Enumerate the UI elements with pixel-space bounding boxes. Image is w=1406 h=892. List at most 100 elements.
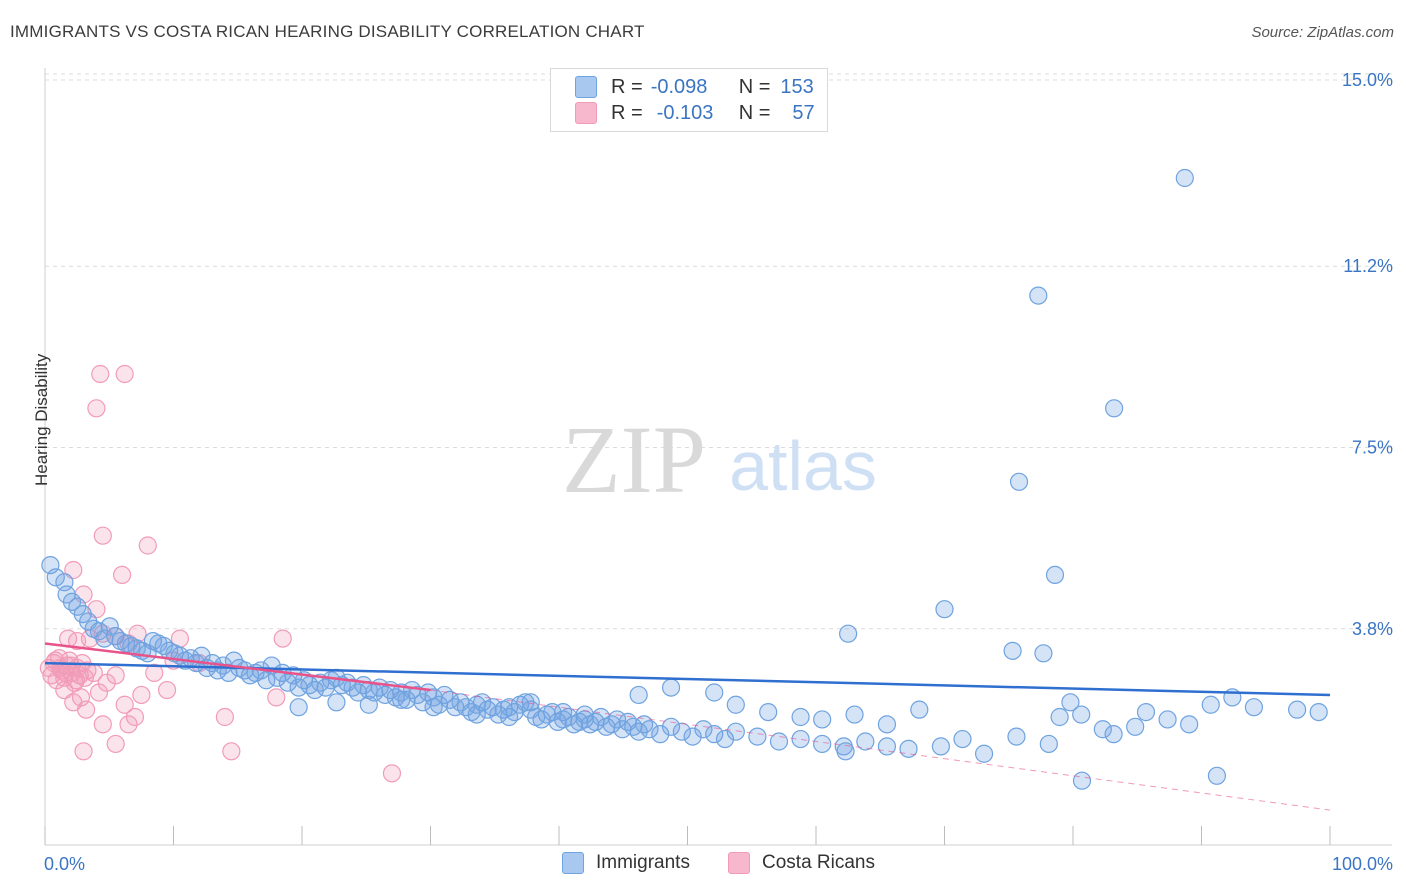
immigrants-point (634, 715, 654, 734)
immigrants-point (435, 685, 454, 705)
immigrants-point (1126, 717, 1145, 736)
immigrants-point (705, 683, 724, 702)
immigrants-point (106, 627, 125, 646)
costa-ricans-point (382, 764, 402, 783)
legend-n-value-costa-ricans: 57 (792, 101, 815, 124)
y-tick-label: 15.0% (1342, 70, 1393, 90)
legend: R = -0.098 N = 153 R = -0.103 N = 57 (550, 68, 828, 132)
immigrants-point (154, 636, 173, 656)
costa-ricans-point (145, 663, 164, 683)
costa-ricans-points (39, 364, 402, 783)
immigrants-point (715, 729, 735, 749)
immigrants-point (705, 725, 724, 744)
costa-ricans-point (132, 685, 151, 705)
immigrants-point (953, 729, 972, 749)
immigrants-point (839, 624, 858, 643)
immigrants-point (575, 705, 594, 724)
costa-ricans-point (87, 399, 106, 418)
bottom-legend: Immigrants Costa Ricans (0, 852, 1406, 878)
immigrants-point (100, 617, 119, 636)
bottom-legend-costa-ricans: Costa Ricans (728, 852, 875, 874)
x-tick-label-max: 100.0% (1332, 854, 1393, 874)
costa-ricans-point (125, 707, 145, 727)
immigrants-point (1180, 715, 1199, 734)
immigrants-point (661, 678, 681, 697)
immigrants-point (62, 592, 82, 611)
immigrants-point (1288, 700, 1307, 719)
immigrants-point (813, 734, 832, 754)
immigrants-point (543, 702, 562, 722)
immigrants-point (748, 727, 767, 746)
immigrants-point (392, 690, 411, 709)
watermark-atlas: atlas (729, 427, 877, 505)
costa-ricans-point (66, 671, 85, 690)
x-tick-label-min: 0.0% (44, 854, 85, 874)
legend-r-value-immigrants: -0.098 (650, 75, 708, 98)
immigrants-point (1034, 644, 1053, 663)
immigrants-point (1207, 766, 1227, 785)
immigrants-point (931, 737, 951, 756)
legend-n-value-immigrants: 153 (780, 75, 814, 98)
axis-layer (44, 68, 1392, 846)
immigrants-point (640, 720, 659, 739)
immigrants-point (1244, 698, 1264, 717)
immigrants-point (974, 744, 994, 763)
immigrants-point (327, 693, 346, 712)
costa-ricans-point (222, 742, 241, 761)
costa-ricans-point (93, 526, 112, 545)
immigrants-point (935, 600, 954, 619)
costa-ricans-point (89, 683, 109, 702)
immigrants-point (1201, 695, 1220, 714)
legend-r-value-costa-ricans: -0.103 (656, 101, 714, 124)
y-tick-label: 3.8% (1352, 619, 1393, 639)
immigrants-point (1029, 286, 1048, 305)
legend-row-costa-ricans: R = -0.103 N = 57 (575, 101, 815, 125)
legend-n-label: N = (738, 101, 771, 124)
immigrants-point (424, 698, 443, 717)
immigrants-point (1007, 727, 1026, 746)
immigrants-point (1309, 702, 1328, 722)
immigrants-point (500, 698, 519, 717)
costa-ricans-point (119, 715, 138, 734)
costa-ricans-point (112, 565, 132, 585)
costa-ricans-point (115, 364, 134, 384)
immigrants-point (1061, 693, 1080, 712)
immigrants-point (759, 702, 778, 722)
trend-lines (44, 642, 1331, 811)
immigrants-point (791, 707, 810, 727)
costa-ricans-point (106, 734, 125, 754)
costa-ricans-point (115, 695, 134, 714)
bottom-legend-swatch-costa-ricans (728, 852, 750, 874)
bottom-legend-swatch-immigrants (562, 852, 584, 874)
immigrants-point (1105, 399, 1124, 418)
watermark-zip: ZIP (562, 406, 706, 513)
costa-ricans-point (138, 536, 157, 555)
immigrants-point (726, 695, 745, 714)
immigrants-point (877, 715, 897, 734)
legend-row-immigrants: R = -0.098 N = 153 (575, 75, 814, 99)
immigrants-point (1072, 771, 1092, 790)
watermark: ZIP atlas (562, 406, 877, 513)
costa-ricans-point (64, 560, 83, 580)
tick-labels: 3.8% 7.5% 11.2% 15.0% 0.0% 100.0% (44, 70, 1393, 874)
immigrants-point (1045, 565, 1065, 585)
y-tick-label: 11.2% (1343, 256, 1393, 276)
costa-ricans-point (77, 700, 96, 719)
source-label: Source: ZipAtlas.com (1251, 24, 1394, 41)
immigrants-point (1104, 725, 1123, 744)
costa-ricans-point (157, 680, 177, 700)
immigrants-point (467, 705, 486, 724)
immigrants-point (726, 722, 745, 741)
immigrants-point (651, 725, 670, 744)
legend-r-label: R = (611, 101, 643, 124)
costa-ricans-point (93, 715, 112, 734)
legend-n-label: N = (738, 75, 771, 98)
immigrants-point (554, 702, 573, 722)
immigrants-point (791, 729, 810, 749)
immigrants-point (1009, 472, 1029, 491)
costa-ricans-point (215, 707, 234, 727)
immigrants-point (1039, 734, 1058, 754)
bottom-legend-label-costa-ricans: Costa Ricans (762, 852, 875, 873)
costa-ricans-point (273, 629, 292, 648)
immigrants-point (1136, 702, 1156, 722)
